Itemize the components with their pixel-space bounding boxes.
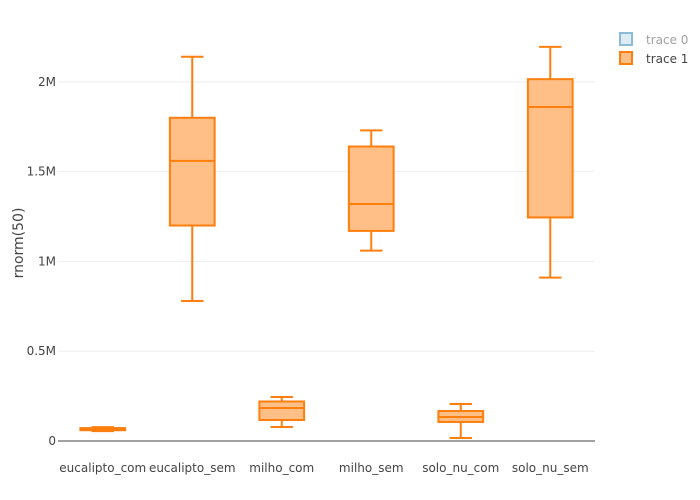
legend-swatch-trace-1 (619, 51, 633, 65)
box-milho_sem (347, 129, 395, 252)
x-tick-label: milho_com (249, 461, 314, 475)
box-solo_nu_com (437, 403, 485, 439)
box-milho_com (258, 396, 306, 428)
x-tick-labels: eucalipto_com eucalipto_sem milho_com milho… (59, 461, 588, 475)
x-tick-label: eucalipto_com (59, 461, 146, 475)
legend-item-trace-1[interactable]: trace 1 (619, 51, 688, 66)
legend-item-trace-0[interactable]: trace 0 (619, 32, 688, 47)
legend-label-trace-0: trace 0 (646, 33, 688, 47)
box-solo_nu_sem (526, 45, 574, 279)
iqr-box (526, 78, 574, 219)
y-tick-label: 2M (38, 75, 56, 89)
legend-label-trace-1: trace 1 (646, 52, 688, 66)
box-eucalipto_com (79, 426, 127, 433)
x-tick-label: solo_nu_sem (512, 461, 589, 475)
iqr-box (258, 400, 306, 421)
iqr-box (347, 145, 395, 232)
y-tick-labels: 0 0.5M 1M 1.5M 2M (27, 75, 56, 448)
grid-lines (58, 81, 595, 442)
y-tick-label: 0 (48, 434, 56, 448)
iqr-box (168, 116, 216, 227)
legend: trace 0 trace 1 (619, 32, 688, 66)
y-tick-label: 0.5M (27, 344, 56, 358)
x-tick-label: milho_sem (339, 461, 404, 475)
legend-swatch-trace-0 (619, 32, 633, 46)
x-tick-label: eucalipto_sem (149, 461, 236, 475)
y-tick-label: 1M (38, 254, 56, 268)
y-axis-label: rnorm(50) (11, 208, 27, 279)
boxes (79, 45, 574, 439)
x-tick-label: solo_nu_com (422, 461, 499, 475)
y-tick-label: 1.5M (27, 165, 56, 179)
box-eucalipto_sem (168, 55, 216, 302)
